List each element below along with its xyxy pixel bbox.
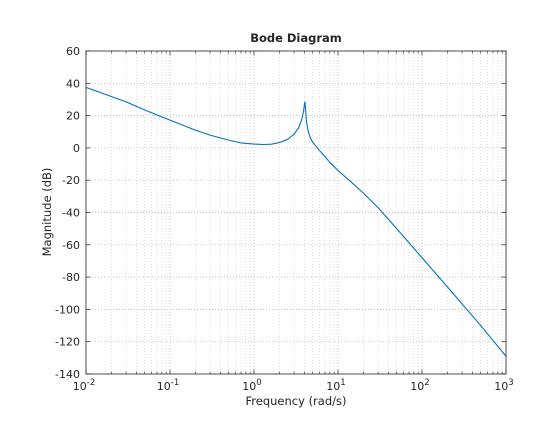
x-tick-labels: 10-2 10-1 100 101 102 103 — [73, 378, 514, 393]
y-tick-label: -120 — [55, 336, 80, 349]
x-tick-label: 102 — [410, 378, 429, 393]
x-tick-label: 103 — [494, 378, 513, 393]
y-tick-label: -60 — [62, 239, 80, 252]
x-tick-label: 10-1 — [157, 378, 179, 393]
y-tick-label: 20 — [66, 110, 80, 123]
y-tick-label: -140 — [55, 368, 80, 381]
magnitude-line — [85, 86, 507, 357]
series-layer — [85, 86, 507, 357]
axis-ticks — [85, 50, 507, 375]
x-axis-label: Frequency (rad/s) — [246, 394, 347, 408]
x-tick-label: 101 — [326, 378, 345, 393]
y-tick-label: -100 — [55, 303, 80, 316]
y-tick-label: -80 — [62, 271, 80, 284]
x-tick-label: 10-2 — [73, 378, 95, 393]
y-tick-label: 0 — [73, 142, 80, 155]
y-tick-label: 40 — [66, 77, 80, 90]
y-tick-label: -20 — [62, 174, 80, 187]
x-tick-label: 100 — [242, 378, 261, 393]
y-tick-labels: 60 40 20 0 -20 -40 -60 -80 -100 -120 -140 — [55, 45, 80, 381]
chart-title: Bode Diagram — [250, 31, 342, 45]
y-axis-label: Magnitude (dB) — [40, 168, 54, 257]
y-tick-label: -40 — [62, 207, 80, 220]
y-tick-label: 60 — [66, 45, 80, 58]
